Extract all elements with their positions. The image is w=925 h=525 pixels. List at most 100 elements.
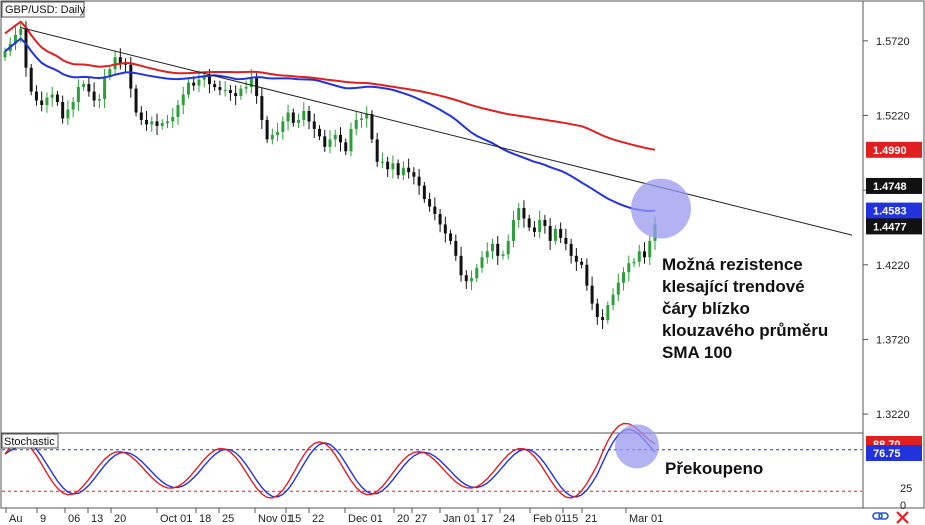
candle-body bbox=[548, 225, 552, 241]
candle-body bbox=[511, 219, 515, 241]
time-tick-label: 13 bbox=[91, 513, 103, 525]
candle-body bbox=[139, 112, 143, 120]
chart-title: GBP/USD: Daily bbox=[5, 4, 86, 16]
price-tick-label: 1.3720 bbox=[876, 334, 910, 346]
candle-body bbox=[213, 84, 217, 88]
resistance-annotation: Možná rezistence klesající trendové čáry… bbox=[662, 255, 828, 362]
candle-body bbox=[207, 76, 211, 85]
svg-text:Možná rezistence: Možná rezistence bbox=[662, 255, 803, 274]
candle-body bbox=[627, 263, 631, 273]
candle-body bbox=[433, 206, 437, 215]
candle-body bbox=[553, 228, 557, 241]
candle-body bbox=[454, 240, 458, 256]
candle-body bbox=[328, 139, 332, 147]
stoch-plot-area: 250 bbox=[2, 422, 912, 512]
candle-body bbox=[281, 121, 285, 132]
overbought-annotation: Překoupeno bbox=[665, 459, 763, 478]
candle-body bbox=[391, 163, 395, 170]
candle-body bbox=[412, 172, 416, 177]
candle-body bbox=[401, 167, 405, 176]
candle-body bbox=[265, 119, 269, 140]
candle-body bbox=[643, 251, 647, 258]
candle-body bbox=[276, 131, 280, 135]
candle-body bbox=[333, 134, 337, 140]
candle-body bbox=[501, 254, 505, 256]
sma-100-badge: 1.4583 bbox=[873, 206, 907, 218]
candle-body bbox=[249, 78, 253, 88]
candle-body bbox=[349, 128, 353, 152]
candle-body bbox=[150, 121, 154, 125]
candle-body bbox=[50, 94, 54, 98]
candle-body bbox=[286, 112, 290, 122]
candle-body bbox=[459, 255, 463, 276]
chart-title-box: GBP/USD: Daily bbox=[1, 1, 86, 18]
candle-body bbox=[197, 79, 201, 86]
candle-body bbox=[270, 134, 274, 140]
candle-body bbox=[228, 90, 232, 94]
stoch-tick-label: 0 bbox=[900, 500, 906, 512]
stoch-d-line bbox=[4, 428, 656, 498]
candle-body bbox=[218, 87, 222, 91]
candle-body bbox=[40, 100, 44, 106]
candle-body bbox=[307, 110, 311, 122]
candle-body bbox=[244, 87, 248, 89]
candle-body bbox=[532, 227, 536, 232]
stoch-d-badge: 76.75 bbox=[873, 448, 901, 460]
time-tick-label: Au bbox=[9, 513, 22, 525]
candle-body bbox=[260, 96, 264, 120]
candle-body bbox=[312, 121, 316, 129]
candle-body bbox=[359, 118, 363, 120]
candle-body bbox=[543, 219, 547, 226]
candle-body bbox=[606, 305, 610, 321]
time-tick-label: 17 bbox=[481, 513, 493, 525]
candle-body bbox=[538, 219, 542, 232]
candle-body bbox=[637, 251, 641, 262]
candle-body bbox=[97, 99, 101, 101]
svg-text:klouzavého průměru: klouzavého průměru bbox=[662, 321, 828, 340]
candle-body bbox=[480, 257, 484, 268]
candle-body bbox=[417, 176, 421, 186]
candle-body bbox=[323, 136, 327, 147]
time-tick-label: 27 bbox=[415, 513, 427, 525]
candle-body bbox=[407, 167, 411, 173]
candle-body bbox=[71, 102, 75, 110]
resistance-highlight bbox=[631, 178, 691, 239]
last-price-badge: 1.4477 bbox=[873, 221, 907, 233]
candle-body bbox=[181, 94, 185, 106]
stoch-title-box: Stochastic bbox=[1, 433, 59, 449]
sma-200-badge: 1.4990 bbox=[873, 145, 907, 157]
sma-200-badge-bg bbox=[866, 141, 922, 158]
candle-body bbox=[34, 91, 38, 101]
candle-body bbox=[61, 102, 65, 119]
candle-body bbox=[522, 208, 526, 219]
time-tick-label: Nov 01 bbox=[258, 513, 293, 525]
time-tick-label: 20 bbox=[397, 513, 409, 525]
time-tick-label: 15 bbox=[289, 513, 301, 525]
annotation-line-4: klouzavého průměru bbox=[662, 321, 828, 340]
candle-body bbox=[491, 243, 494, 252]
overbought-highlight bbox=[615, 424, 659, 469]
sma-100-badge-bg bbox=[866, 202, 922, 219]
candle-body bbox=[449, 233, 453, 241]
link-icon[interactable] bbox=[872, 512, 889, 520]
candle-body bbox=[506, 240, 510, 255]
candle-body bbox=[344, 142, 348, 152]
candle-body bbox=[470, 278, 474, 282]
time-tick-label: 06 bbox=[68, 513, 80, 525]
candle-body bbox=[55, 94, 59, 103]
time-tick-label: 24 bbox=[503, 513, 515, 525]
downtrend-line bbox=[19, 26, 853, 236]
time-tick-label: 18 bbox=[199, 513, 211, 525]
candle-body bbox=[564, 237, 568, 244]
candle-body bbox=[255, 78, 259, 97]
candle-body bbox=[92, 91, 96, 101]
stoch-tick-label: 25 bbox=[900, 483, 912, 495]
flag-icon[interactable] bbox=[896, 511, 909, 524]
candle-body bbox=[113, 57, 117, 70]
candle-body bbox=[45, 97, 49, 106]
annotation-line-5: SMA 100 bbox=[662, 343, 732, 362]
price-tick-label: 1.5220 bbox=[876, 110, 910, 122]
candle-body bbox=[595, 303, 599, 318]
